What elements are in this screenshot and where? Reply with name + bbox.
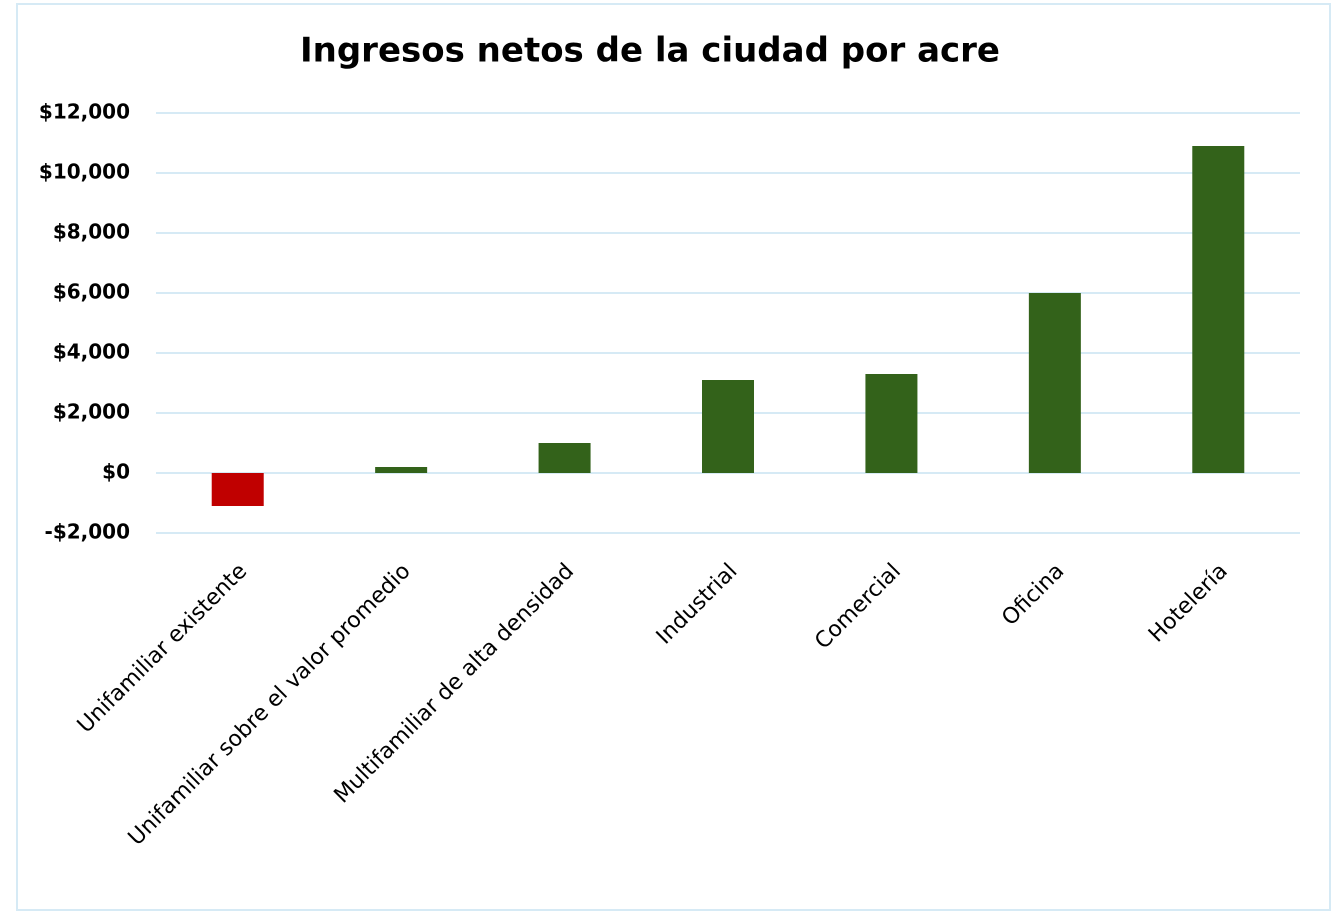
y-tick-label: $8,000 xyxy=(53,220,130,244)
y-tick-label: $10,000 xyxy=(39,160,130,184)
chart-title: Ingresos netos de la ciudad por acre xyxy=(300,31,1000,71)
y-tick-label: $0 xyxy=(102,460,130,484)
bar xyxy=(1028,293,1081,473)
bar xyxy=(211,473,264,506)
x-tick-label: Unifamiliar existente xyxy=(73,559,252,738)
bar xyxy=(1192,146,1245,473)
y-tick-label: $2,000 xyxy=(53,400,130,424)
bar xyxy=(702,380,754,473)
x-tick-label: Hotelería xyxy=(1144,559,1233,648)
x-tick-label: Comercial xyxy=(810,559,906,655)
y-tick-label: $12,000 xyxy=(39,100,130,124)
bar xyxy=(538,443,591,473)
x-tick-label: Industrial xyxy=(652,559,743,650)
y-tick-label: $6,000 xyxy=(53,280,130,304)
x-tick-label: Oficina xyxy=(997,559,1069,631)
y-tick-label: $4,000 xyxy=(53,340,130,364)
bar xyxy=(375,467,428,473)
bar xyxy=(865,374,918,473)
x-tick-label: Unifamiliar sobre el valor promedio xyxy=(124,559,416,851)
chart-border xyxy=(16,3,1331,911)
y-tick-label: -$2,000 xyxy=(45,520,130,544)
